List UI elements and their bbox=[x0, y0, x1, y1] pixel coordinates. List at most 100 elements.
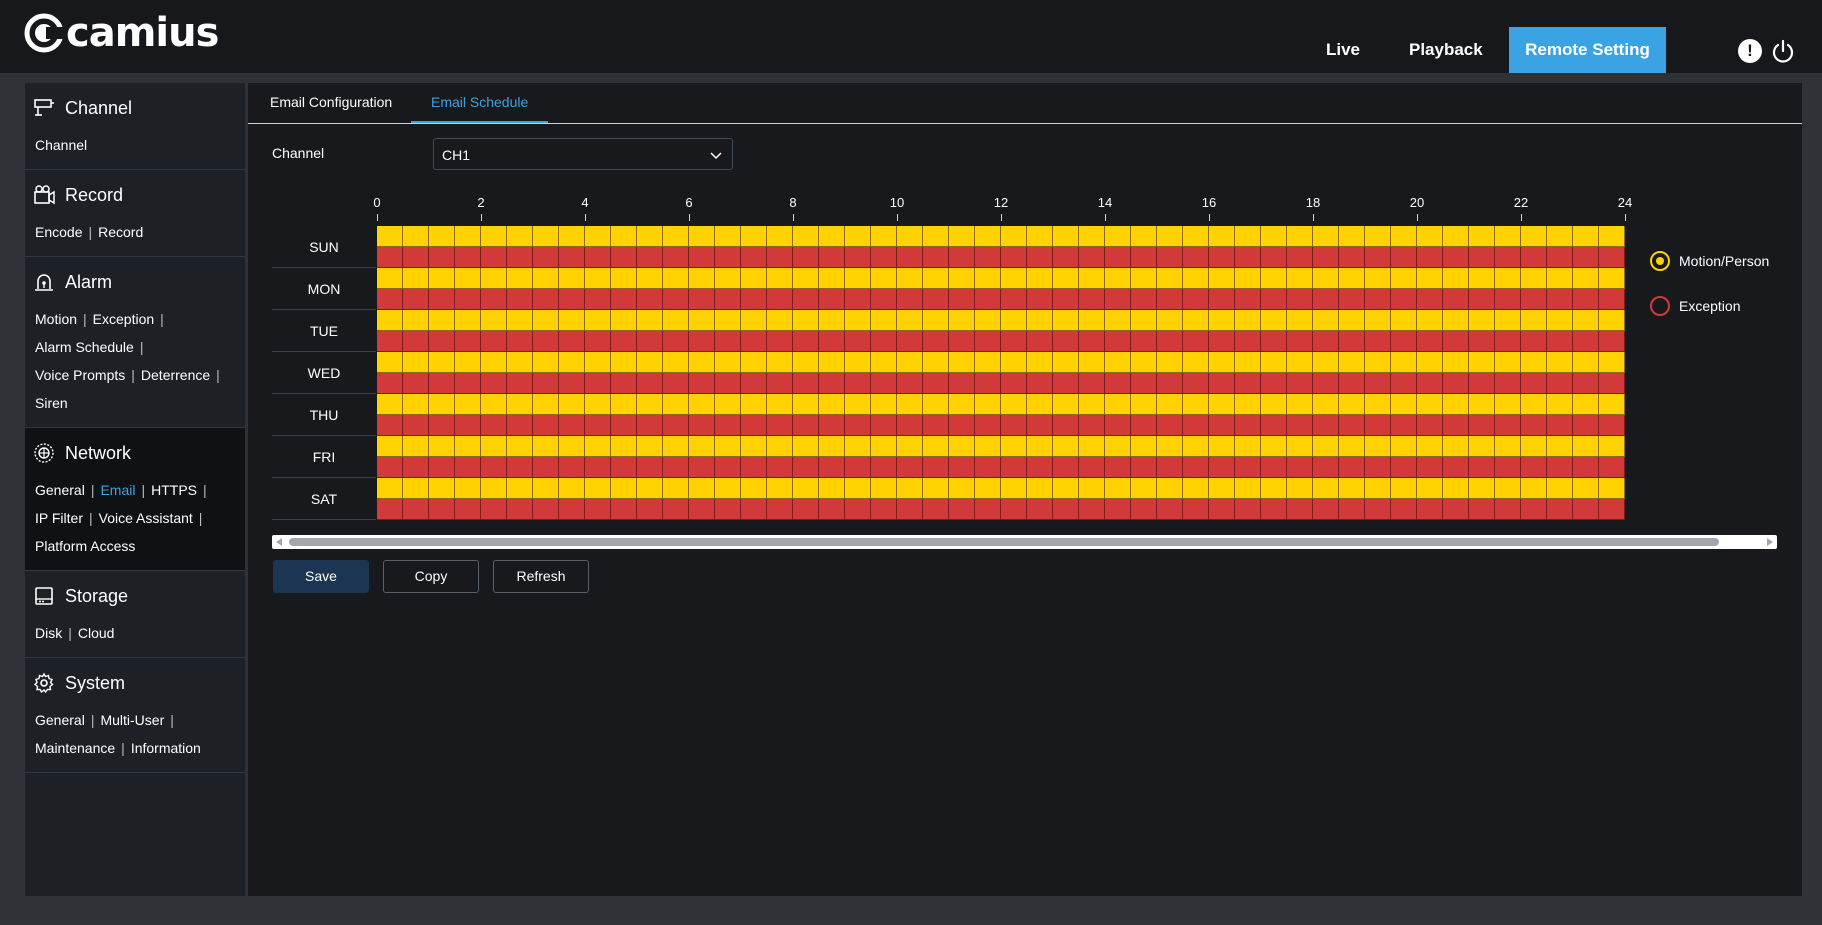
schedule-cell-exception[interactable] bbox=[403, 415, 429, 436]
schedule-cell-motion[interactable] bbox=[377, 394, 403, 415]
schedule-cell-exception[interactable] bbox=[1079, 373, 1105, 394]
alert-icon[interactable]: ! bbox=[1738, 39, 1762, 63]
schedule-cell-exception[interactable] bbox=[1209, 415, 1235, 436]
schedule-cell-exception[interactable] bbox=[1079, 457, 1105, 478]
schedule-cell-motion[interactable] bbox=[403, 310, 429, 331]
schedule-cell-exception[interactable] bbox=[481, 331, 507, 352]
schedule-cell-exception[interactable] bbox=[637, 331, 663, 352]
schedule-cell-exception[interactable] bbox=[1391, 415, 1417, 436]
schedule-cell-exception[interactable] bbox=[1573, 415, 1599, 436]
schedule-cell-exception[interactable] bbox=[585, 415, 611, 436]
schedule-cell-exception[interactable] bbox=[871, 247, 897, 268]
schedule-cell-motion[interactable] bbox=[1131, 394, 1157, 415]
schedule-cell-motion[interactable] bbox=[1313, 268, 1339, 289]
schedule-cell-motion[interactable] bbox=[403, 394, 429, 415]
schedule-cell-exception[interactable] bbox=[1365, 373, 1391, 394]
schedule-cell-exception[interactable] bbox=[1313, 247, 1339, 268]
schedule-cell-exception[interactable] bbox=[1131, 331, 1157, 352]
schedule-cell-motion[interactable] bbox=[1001, 478, 1027, 499]
schedule-cell-exception[interactable] bbox=[1131, 415, 1157, 436]
schedule-cell-motion[interactable] bbox=[663, 436, 689, 457]
schedule-cell-exception[interactable] bbox=[1365, 457, 1391, 478]
schedule-cell-motion[interactable] bbox=[1261, 226, 1287, 247]
schedule-cell-exception[interactable] bbox=[1391, 289, 1417, 310]
schedule-cell-exception[interactable] bbox=[1599, 331, 1625, 352]
schedule-cell-exception[interactable] bbox=[1053, 499, 1079, 520]
schedule-cell-motion[interactable] bbox=[455, 226, 481, 247]
schedule-cell-exception[interactable] bbox=[1157, 289, 1183, 310]
schedule-cell-exception[interactable] bbox=[1313, 289, 1339, 310]
schedule-cell-exception[interactable] bbox=[1287, 499, 1313, 520]
schedule-cell-motion[interactable] bbox=[949, 352, 975, 373]
schedule-cell-motion[interactable] bbox=[793, 226, 819, 247]
schedule-cell-motion[interactable] bbox=[1053, 352, 1079, 373]
power-icon[interactable] bbox=[1770, 39, 1796, 65]
schedule-cell-motion[interactable] bbox=[975, 226, 1001, 247]
schedule-cell-exception[interactable] bbox=[1391, 457, 1417, 478]
schedule-cell-motion[interactable] bbox=[1391, 394, 1417, 415]
sidebar-item-multi-user[interactable]: Multi-User bbox=[100, 712, 165, 728]
schedule-cell-exception[interactable] bbox=[1157, 373, 1183, 394]
schedule-cell-motion[interactable] bbox=[1287, 478, 1313, 499]
schedule-cell-motion[interactable] bbox=[871, 436, 897, 457]
schedule-cell-exception[interactable] bbox=[403, 499, 429, 520]
schedule-cell-exception[interactable] bbox=[793, 331, 819, 352]
schedule-cell-motion[interactable] bbox=[611, 478, 637, 499]
schedule-cell-exception[interactable] bbox=[429, 499, 455, 520]
schedule-cell-exception[interactable] bbox=[1001, 457, 1027, 478]
schedule-cell-exception[interactable] bbox=[1183, 499, 1209, 520]
schedule-cell-exception[interactable] bbox=[403, 457, 429, 478]
schedule-cell-exception[interactable] bbox=[1495, 247, 1521, 268]
schedule-cell-exception[interactable] bbox=[1027, 247, 1053, 268]
schedule-cell-exception[interactable] bbox=[1027, 457, 1053, 478]
schedule-cell-motion[interactable] bbox=[1105, 226, 1131, 247]
schedule-cell-exception[interactable] bbox=[793, 247, 819, 268]
schedule-cell-exception[interactable] bbox=[1573, 247, 1599, 268]
schedule-cell-exception[interactable] bbox=[1209, 373, 1235, 394]
save-button[interactable]: Save bbox=[273, 560, 369, 593]
schedule-cell-motion[interactable] bbox=[533, 226, 559, 247]
schedule-cell-exception[interactable] bbox=[1131, 457, 1157, 478]
sidebar-item-ip-filter[interactable]: IP Filter bbox=[35, 510, 83, 526]
schedule-cell-motion[interactable] bbox=[897, 352, 923, 373]
schedule-cell-motion[interactable] bbox=[1313, 394, 1339, 415]
schedule-cell-motion[interactable] bbox=[949, 478, 975, 499]
schedule-cell-motion[interactable] bbox=[481, 310, 507, 331]
schedule-cell-motion[interactable] bbox=[1443, 394, 1469, 415]
schedule-cell-motion[interactable] bbox=[559, 436, 585, 457]
schedule-cell-exception[interactable] bbox=[1547, 247, 1573, 268]
sidebar-head-network[interactable]: Network bbox=[25, 440, 245, 466]
schedule-cell-exception[interactable] bbox=[871, 499, 897, 520]
schedule-cell-exception[interactable] bbox=[845, 373, 871, 394]
schedule-cell-exception[interactable] bbox=[533, 415, 559, 436]
schedule-cell-motion[interactable] bbox=[845, 310, 871, 331]
schedule-cell-exception[interactable] bbox=[923, 499, 949, 520]
schedule-cell-motion[interactable] bbox=[1183, 310, 1209, 331]
schedule-cell-motion[interactable] bbox=[1001, 310, 1027, 331]
schedule-cell-exception[interactable] bbox=[637, 415, 663, 436]
schedule-cell-exception[interactable] bbox=[1547, 373, 1573, 394]
schedule-cell-motion[interactable] bbox=[1079, 436, 1105, 457]
schedule-cell-exception[interactable] bbox=[689, 331, 715, 352]
schedule-cell-exception[interactable] bbox=[1365, 289, 1391, 310]
schedule-cell-motion[interactable] bbox=[481, 436, 507, 457]
schedule-cell-motion[interactable] bbox=[715, 478, 741, 499]
schedule-cell-motion[interactable] bbox=[923, 226, 949, 247]
schedule-cell-motion[interactable] bbox=[793, 310, 819, 331]
schedule-cell-motion[interactable] bbox=[559, 310, 585, 331]
schedule-cell-motion[interactable] bbox=[1521, 310, 1547, 331]
schedule-cell-exception[interactable] bbox=[377, 289, 403, 310]
schedule-cell-exception[interactable] bbox=[819, 331, 845, 352]
schedule-cell-motion[interactable] bbox=[1495, 226, 1521, 247]
schedule-cell-motion[interactable] bbox=[559, 352, 585, 373]
schedule-cell-motion[interactable] bbox=[585, 226, 611, 247]
schedule-cell-exception[interactable] bbox=[767, 331, 793, 352]
schedule-cell-exception[interactable] bbox=[949, 373, 975, 394]
schedule-cell-motion[interactable] bbox=[793, 352, 819, 373]
schedule-cell-motion[interactable] bbox=[949, 268, 975, 289]
schedule-cell-exception[interactable] bbox=[715, 499, 741, 520]
schedule-cell-exception[interactable] bbox=[767, 415, 793, 436]
schedule-cell-exception[interactable] bbox=[1209, 499, 1235, 520]
schedule-cell-motion[interactable] bbox=[377, 268, 403, 289]
schedule-cell-motion[interactable] bbox=[741, 310, 767, 331]
